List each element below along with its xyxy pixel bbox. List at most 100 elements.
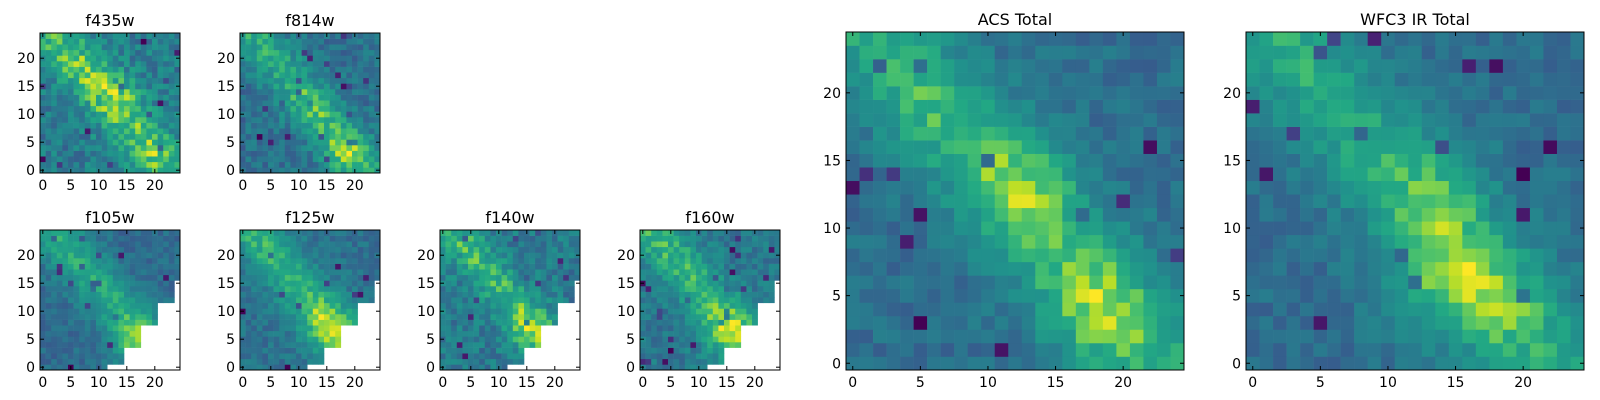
heatmap-cell bbox=[490, 330, 497, 337]
heatmap-cell bbox=[679, 347, 686, 354]
heatmap-cell bbox=[62, 156, 69, 163]
heatmap-cell bbox=[146, 89, 153, 95]
heatmap-cell bbox=[540, 246, 547, 253]
heatmap-cell bbox=[256, 308, 263, 315]
heatmap-cell bbox=[568, 230, 575, 236]
heatmap-cell bbox=[146, 133, 153, 140]
heatmap-cell bbox=[656, 302, 663, 309]
heatmap-cell bbox=[324, 150, 330, 157]
heatmap-cell bbox=[284, 347, 291, 354]
heatmap-cell bbox=[312, 342, 319, 348]
heatmap-cell bbox=[284, 235, 291, 242]
heatmap-cell bbox=[346, 286, 353, 292]
heatmap-cell bbox=[324, 145, 330, 151]
heatmap-cell bbox=[90, 161, 97, 168]
heatmap-cell bbox=[56, 77, 63, 84]
heatmap-cell bbox=[1354, 140, 1368, 154]
heatmap-cell bbox=[859, 126, 874, 141]
heatmap-cell bbox=[163, 77, 170, 84]
heatmap-cell bbox=[318, 330, 325, 337]
heatmap-cell bbox=[1327, 234, 1341, 249]
heatmap-cell bbox=[62, 77, 69, 84]
heatmap-cell bbox=[118, 274, 125, 281]
heatmap-cell bbox=[168, 33, 175, 39]
heatmap-cell bbox=[101, 230, 108, 236]
heatmap-cell bbox=[712, 269, 719, 276]
x-tick-label: 10 bbox=[290, 178, 308, 194]
heatmap-cell bbox=[135, 241, 142, 248]
heatmap-cell bbox=[1048, 45, 1063, 60]
heatmap-cell bbox=[174, 145, 181, 151]
heatmap-cell bbox=[101, 280, 108, 287]
heatmap-cell bbox=[51, 258, 58, 264]
heatmap-cell bbox=[96, 122, 102, 129]
heatmap-cell bbox=[240, 325, 246, 332]
heatmap-cell bbox=[763, 258, 770, 264]
heatmap-cell bbox=[1129, 356, 1144, 371]
heatmap-cell bbox=[256, 286, 263, 292]
heatmap-cell bbox=[340, 314, 347, 320]
heatmap-cell bbox=[363, 111, 370, 118]
heatmap-cell bbox=[73, 342, 80, 348]
heatmap-cell bbox=[1129, 45, 1144, 60]
heatmap-cell bbox=[1529, 113, 1544, 127]
heatmap-cell bbox=[451, 286, 458, 292]
heatmap-cell bbox=[56, 319, 63, 326]
heatmap-cell bbox=[768, 241, 775, 248]
heatmap-cell bbox=[1394, 32, 1409, 46]
heatmap-cell bbox=[1394, 72, 1409, 87]
heatmap-cell bbox=[1089, 140, 1104, 154]
heatmap-cell bbox=[696, 308, 702, 315]
heatmap-cell bbox=[900, 72, 914, 87]
heatmap-cell bbox=[712, 342, 719, 348]
heatmap-cell bbox=[135, 44, 142, 51]
heatmap-cell bbox=[846, 194, 860, 209]
heatmap-cell bbox=[168, 145, 175, 151]
heatmap-cell bbox=[62, 252, 69, 259]
heatmap-cell bbox=[56, 274, 63, 281]
heatmap-cell bbox=[1273, 180, 1287, 195]
heatmap-cell bbox=[1556, 86, 1571, 100]
heatmap-cell bbox=[774, 263, 781, 270]
heatmap-cell bbox=[118, 100, 125, 107]
heatmap-cell bbox=[524, 297, 530, 304]
heatmap-cell bbox=[279, 167, 286, 174]
heatmap-cell bbox=[501, 246, 508, 253]
heatmap-cell bbox=[1170, 113, 1185, 127]
heatmap-cell bbox=[174, 161, 181, 168]
heatmap-cell bbox=[1062, 45, 1077, 60]
heatmap-cell bbox=[568, 235, 575, 242]
heatmap-cell bbox=[73, 308, 80, 315]
heatmap-cell bbox=[301, 364, 308, 371]
heatmap-cell bbox=[529, 297, 536, 304]
heatmap-cell bbox=[1259, 86, 1274, 100]
x-tick-label: 20 bbox=[146, 178, 164, 194]
heatmap-cell bbox=[262, 252, 269, 259]
y-tick-label: 10 bbox=[617, 304, 635, 320]
heatmap-cell bbox=[357, 246, 364, 253]
heatmap-cell bbox=[927, 72, 941, 87]
heatmap-cell bbox=[135, 280, 142, 287]
heatmap-cell bbox=[1116, 153, 1131, 168]
heatmap-cell bbox=[1570, 126, 1585, 141]
heatmap-cell bbox=[262, 246, 269, 253]
heatmap-cell bbox=[68, 100, 74, 107]
heatmap-cell bbox=[651, 269, 658, 276]
heatmap-cell bbox=[329, 150, 336, 157]
heatmap-cell bbox=[335, 128, 342, 135]
heatmap-cell bbox=[273, 83, 280, 90]
heatmap-cell bbox=[251, 269, 258, 276]
heatmap-cell bbox=[84, 291, 91, 298]
heatmap-cell bbox=[273, 258, 280, 264]
heatmap-cell bbox=[1516, 261, 1531, 276]
heatmap-cell bbox=[507, 269, 514, 276]
heatmap-cell bbox=[118, 89, 125, 95]
heatmap-cell bbox=[940, 99, 955, 114]
heatmap-cell bbox=[451, 347, 458, 354]
heatmap-cell bbox=[357, 150, 364, 157]
heatmap-cell bbox=[129, 167, 136, 174]
heatmap-cell bbox=[752, 319, 758, 326]
heatmap-cell bbox=[701, 263, 708, 270]
heatmap-cell bbox=[1116, 194, 1131, 209]
heatmap-cell bbox=[557, 258, 564, 264]
